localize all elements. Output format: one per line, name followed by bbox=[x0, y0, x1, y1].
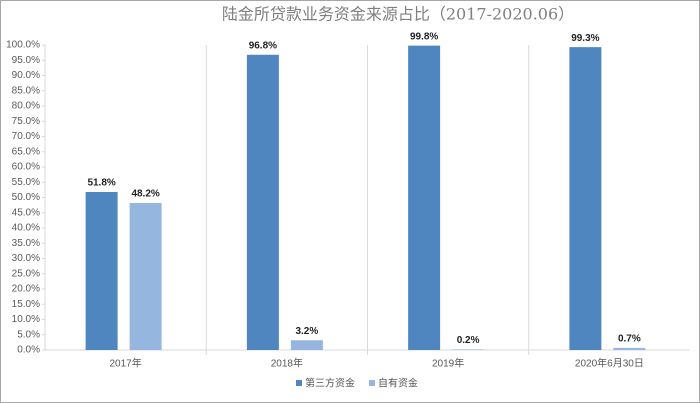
x-tick-label: 2018年 bbox=[271, 357, 303, 370]
y-tick-label: 80.0% bbox=[12, 101, 40, 112]
value-label: 48.2% bbox=[131, 189, 159, 200]
y-tick-label: 85.0% bbox=[12, 85, 40, 96]
y-tick-label: 95.0% bbox=[12, 55, 40, 66]
x-tick-label: 2020年6月30日 bbox=[575, 357, 644, 370]
y-tick-label: 60.0% bbox=[12, 162, 40, 173]
x-tick-label: 2019年 bbox=[432, 357, 464, 370]
y-tick-label: 5.0% bbox=[17, 329, 40, 340]
y-tick-label: 30.0% bbox=[12, 253, 40, 264]
y-tick-label: 20.0% bbox=[12, 284, 40, 295]
value-label: 3.2% bbox=[295, 326, 318, 337]
legend-label: 第三方资金 bbox=[305, 377, 355, 390]
y-tick-label: 10.0% bbox=[12, 314, 40, 325]
y-tick-label: 75.0% bbox=[12, 116, 40, 127]
value-label: 51.8% bbox=[87, 178, 115, 189]
value-label: 0.2% bbox=[457, 335, 480, 346]
y-tick-label: 0.0% bbox=[17, 345, 40, 356]
y-tick-label: 25.0% bbox=[12, 268, 40, 279]
bar bbox=[613, 347, 646, 350]
bar bbox=[569, 47, 602, 350]
y-tick-label: 65.0% bbox=[12, 146, 40, 157]
value-label: 0.7% bbox=[618, 334, 641, 345]
bar bbox=[246, 54, 279, 350]
legend-swatch bbox=[296, 380, 302, 386]
y-tick-label: 90.0% bbox=[12, 70, 40, 81]
y-tick-label: 50.0% bbox=[12, 192, 40, 203]
value-label: 96.8% bbox=[249, 40, 277, 51]
bar bbox=[290, 340, 323, 350]
y-tick-label: 35.0% bbox=[12, 238, 40, 249]
y-tick-label: 55.0% bbox=[12, 177, 40, 188]
y-tick-label: 100.0% bbox=[6, 40, 40, 51]
x-tick-label: 2017年 bbox=[110, 357, 142, 370]
legend-swatch bbox=[369, 380, 375, 386]
y-tick-label: 45.0% bbox=[12, 207, 40, 218]
y-tick-label: 15.0% bbox=[12, 299, 40, 310]
legend-label: 自有资金 bbox=[378, 377, 418, 390]
bar bbox=[85, 192, 118, 350]
y-tick-label: 40.0% bbox=[12, 223, 40, 234]
y-tick-label: 70.0% bbox=[12, 131, 40, 142]
chart-title: 陆金所贷款业务资金来源占比（2017-2020.06） bbox=[222, 5, 574, 24]
bar bbox=[452, 349, 485, 350]
value-label: 99.8% bbox=[410, 31, 438, 42]
value-label: 99.3% bbox=[571, 33, 599, 44]
bar bbox=[408, 45, 441, 351]
bar bbox=[129, 202, 162, 350]
